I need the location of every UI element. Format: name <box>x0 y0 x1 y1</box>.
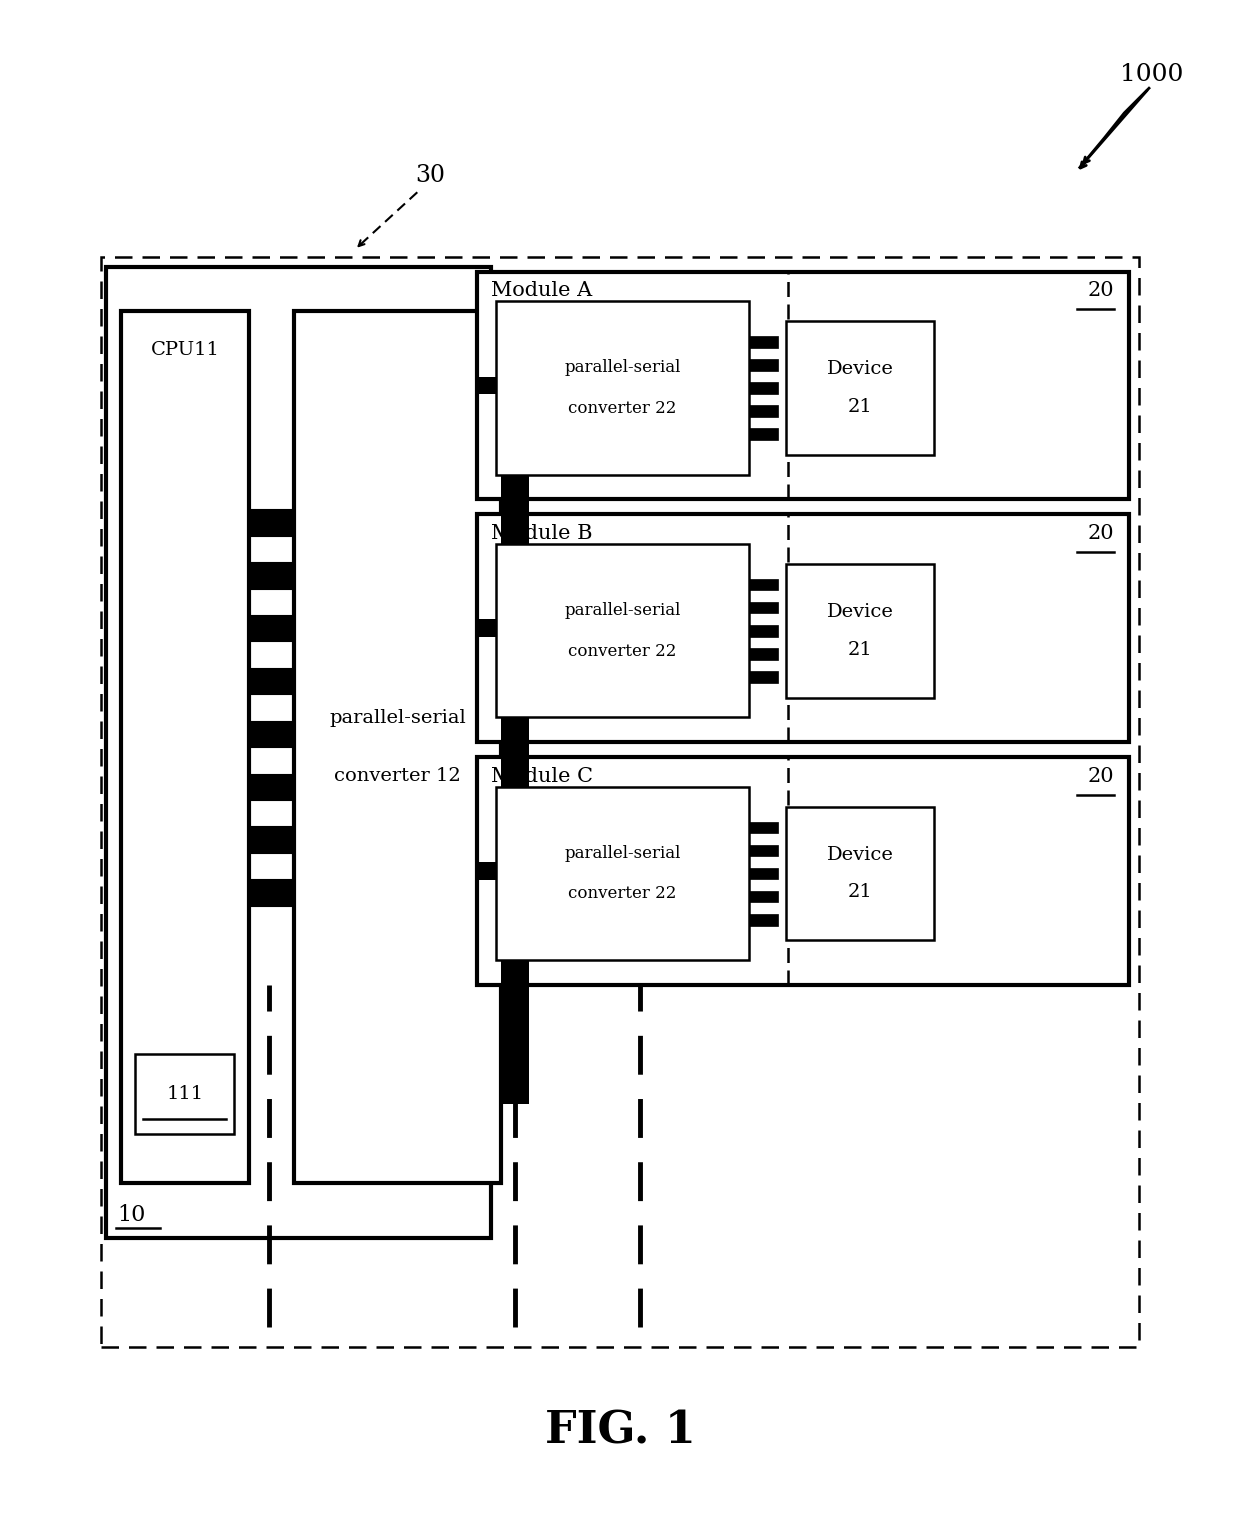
Bar <box>105 266 491 1237</box>
Bar <box>100 257 1140 1346</box>
Bar <box>749 915 779 925</box>
Bar <box>501 426 529 1104</box>
Bar <box>749 579 779 590</box>
Bar <box>476 619 527 638</box>
Bar <box>120 310 249 1183</box>
Text: Device: Device <box>827 603 894 621</box>
Bar <box>749 868 779 879</box>
Bar <box>496 301 749 475</box>
Bar <box>749 845 779 856</box>
Bar <box>476 619 529 638</box>
Bar <box>249 773 294 801</box>
Text: 20: 20 <box>1087 281 1115 300</box>
Text: 1000: 1000 <box>1120 63 1184 86</box>
Bar <box>749 649 779 659</box>
Text: Device: Device <box>827 360 894 378</box>
Bar <box>476 862 527 881</box>
Bar <box>749 337 779 347</box>
Text: FIG. 1: FIG. 1 <box>544 1409 696 1452</box>
Bar <box>135 1054 234 1134</box>
Bar <box>476 272 1130 500</box>
Bar <box>749 429 779 440</box>
Bar <box>249 509 294 536</box>
Text: parallel-serial: parallel-serial <box>329 710 466 727</box>
Bar <box>249 615 294 641</box>
Text: Device: Device <box>827 845 894 864</box>
Text: converter 12: converter 12 <box>334 767 461 785</box>
Text: 10: 10 <box>118 1203 146 1227</box>
Text: Module B: Module B <box>491 524 593 543</box>
Bar <box>476 862 529 881</box>
Text: 21: 21 <box>848 884 873 902</box>
Text: converter 22: converter 22 <box>568 885 677 902</box>
Bar <box>249 721 294 747</box>
Text: CPU11: CPU11 <box>150 341 219 360</box>
Bar <box>749 626 779 636</box>
Text: Module C: Module C <box>491 767 594 785</box>
Text: 21: 21 <box>848 398 873 417</box>
Bar <box>294 310 501 1183</box>
Text: 30: 30 <box>415 164 445 188</box>
Text: 111: 111 <box>166 1085 203 1104</box>
Bar <box>249 827 294 853</box>
Bar <box>749 672 779 682</box>
Text: parallel-serial: parallel-serial <box>564 603 681 619</box>
Bar <box>786 807 935 941</box>
Text: 21: 21 <box>848 641 873 659</box>
Text: Module A: Module A <box>491 281 593 300</box>
Bar <box>749 383 779 393</box>
Bar <box>786 321 935 455</box>
Bar <box>249 563 294 589</box>
Bar <box>496 544 749 718</box>
Bar <box>476 377 529 395</box>
Bar <box>496 787 749 961</box>
Text: parallel-serial: parallel-serial <box>564 845 681 862</box>
Text: 20: 20 <box>1087 524 1115 543</box>
Bar <box>249 879 294 905</box>
Text: converter 22: converter 22 <box>568 400 677 417</box>
Bar <box>476 377 527 395</box>
Bar <box>786 564 935 698</box>
Text: parallel-serial: parallel-serial <box>564 360 681 377</box>
Text: 20: 20 <box>1087 767 1115 785</box>
Bar <box>749 360 779 370</box>
Bar <box>249 669 294 695</box>
Bar <box>749 821 779 833</box>
Bar <box>476 515 1130 742</box>
Text: converter 22: converter 22 <box>568 642 677 659</box>
Bar <box>476 758 1130 985</box>
Bar <box>749 603 779 613</box>
Bar <box>749 406 779 417</box>
Bar <box>749 891 779 902</box>
